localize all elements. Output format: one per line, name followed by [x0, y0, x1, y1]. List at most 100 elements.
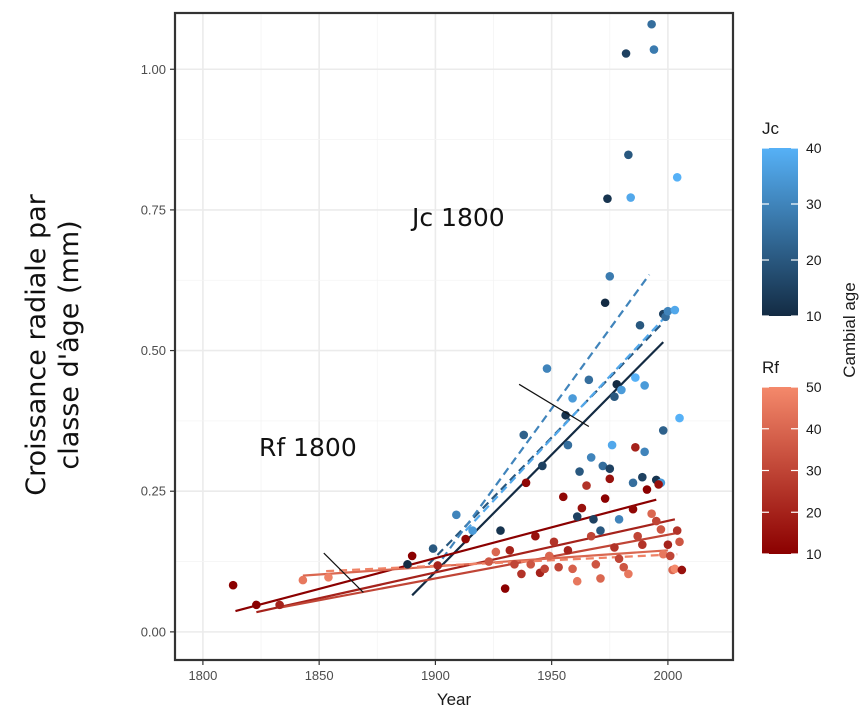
data-point-jc [584, 375, 594, 385]
data-point-rf [549, 537, 559, 547]
data-point-rf [614, 554, 624, 564]
data-point-jc [607, 440, 617, 450]
data-point-rf [670, 564, 680, 574]
data-point-rf [433, 561, 443, 570]
legend-tick-label: 30 [806, 463, 822, 479]
data-point-jc [572, 512, 582, 521]
legend-shared-title: Cambial age [840, 282, 859, 377]
data-point-rf [675, 537, 684, 547]
data-point-jc [605, 272, 615, 281]
legend-tick-label: 10 [806, 308, 822, 324]
data-point-jc [575, 467, 584, 476]
regression-line-rf [235, 498, 657, 613]
data-point-rf [633, 531, 642, 541]
data-point-rf [631, 443, 640, 452]
data-point-jc [452, 510, 461, 520]
data-point-jc [670, 305, 680, 315]
data-point-rf [510, 560, 519, 569]
data-point-rf [586, 531, 596, 541]
data-point-rf [545, 551, 554, 561]
regression-line-jc [464, 313, 669, 532]
legend-colorbar-jc [762, 148, 798, 316]
legend-ticks-jc: 10 20 30 40 [762, 140, 822, 324]
data-point-rf [407, 551, 417, 561]
data-point-jc [640, 381, 649, 390]
legend-tick-label: 40 [806, 140, 822, 156]
data-point-jc [617, 385, 626, 395]
data-point-rf [663, 540, 673, 549]
data-point-rf [558, 492, 568, 502]
data-point-rf [275, 600, 284, 610]
grid-lines [175, 13, 733, 660]
data-point-jc [621, 49, 631, 58]
data-point-rf [252, 600, 261, 610]
data-point-rf [654, 480, 663, 489]
legend-tick-label: 50 [806, 379, 822, 395]
y-tick-label: 0.25 [141, 484, 166, 499]
data-point-rf [647, 509, 656, 519]
data-points [228, 19, 687, 610]
annotations: Jc 1800 Rf 1800 [259, 203, 590, 593]
data-point-jc [628, 478, 638, 488]
data-point-jc [658, 426, 668, 435]
data-point-rf [658, 549, 668, 559]
axes: 1800 1850 1900 1950 2000 0.00 0.25 0.50 0.75 1.00 [141, 11, 735, 683]
data-point-jc [496, 526, 505, 535]
data-point-rf [642, 485, 652, 494]
annotation-pointer-rf [323, 552, 364, 593]
data-point-jc [403, 560, 412, 569]
data-point-jc [519, 430, 529, 440]
data-point-rf [610, 543, 619, 552]
data-point-rf [491, 547, 501, 557]
data-point-jc [538, 461, 547, 471]
annotation-label-rf: Rf 1800 [259, 433, 357, 462]
data-point-rf [461, 534, 470, 544]
legend-tick-label: 20 [806, 504, 822, 520]
data-point-jc [675, 413, 684, 423]
data-point-rf [517, 569, 526, 579]
legend-tick-label: 30 [806, 196, 822, 212]
annotation-pointer-jc [518, 383, 590, 428]
legend-tick-label: 10 [806, 546, 822, 562]
x-tick-label: 1950 [537, 668, 566, 683]
data-point-jc [598, 461, 608, 471]
y-tick-label: 1.00 [141, 62, 166, 77]
data-point-jc [428, 544, 438, 553]
data-point-jc [631, 373, 640, 382]
data-point-rf [484, 557, 494, 566]
x-axis-title: Year [437, 690, 472, 708]
y-tick-label: 0.50 [141, 343, 166, 358]
regression-line-jc [441, 273, 651, 560]
regression-line-rf [256, 518, 676, 614]
data-point-rf [521, 478, 531, 488]
data-point-jc [603, 194, 612, 203]
data-point-rf [665, 551, 675, 561]
data-point-rf [596, 574, 605, 583]
data-point-rf [324, 572, 333, 582]
x-tick-label: 1900 [421, 668, 450, 683]
data-point-rf [568, 564, 577, 574]
data-point-rf [672, 526, 682, 535]
legend-tick-label: 20 [806, 252, 822, 268]
data-point-rf [577, 503, 587, 513]
data-point-rf [554, 562, 563, 572]
data-point-jc [640, 447, 649, 457]
data-point-rf [298, 575, 308, 585]
panel-border [173, 11, 735, 662]
data-point-jc [605, 464, 615, 474]
x-tick-label: 1850 [305, 668, 334, 683]
data-point-jc [542, 364, 552, 373]
data-point-rf [505, 545, 515, 555]
legend-tick-label: 40 [806, 421, 822, 437]
data-point-rf [651, 516, 661, 526]
data-point-jc [596, 526, 605, 535]
data-point-rf [638, 540, 647, 549]
data-point-rf [500, 584, 510, 593]
y-tick-label: 0.75 [141, 202, 166, 217]
data-point-rf [228, 580, 238, 590]
data-point-jc [600, 298, 610, 308]
data-point-jc [610, 392, 619, 401]
x-tick-label: 2000 [653, 668, 682, 683]
data-point-jc [468, 526, 477, 535]
